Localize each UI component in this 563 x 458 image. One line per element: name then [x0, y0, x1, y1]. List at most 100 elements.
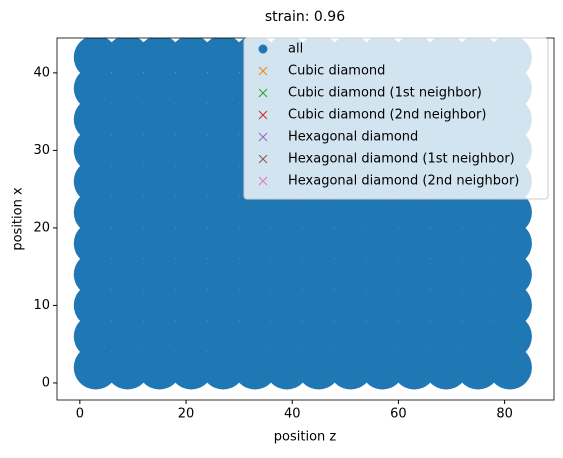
- legend-marker: [258, 176, 268, 186]
- y-tick-label: 20: [33, 220, 50, 235]
- point: [137, 283, 182, 328]
- point: [73, 97, 118, 142]
- x-tick-label: 0: [76, 407, 84, 422]
- legend-label: Hexagonal diamond (2nd neighbor): [288, 174, 519, 189]
- point: [264, 345, 309, 390]
- point: [296, 221, 341, 266]
- point: [296, 190, 341, 235]
- point: [105, 283, 150, 328]
- point: [201, 345, 246, 390]
- y-tick-label: 40: [33, 65, 50, 80]
- point: [137, 252, 182, 297]
- point: [73, 38, 118, 80]
- point: [137, 97, 182, 142]
- point: [360, 190, 405, 235]
- chart-title: strain: 0.96: [265, 9, 345, 25]
- point: [233, 283, 278, 328]
- point: [328, 283, 373, 328]
- point: [73, 221, 118, 266]
- point: [264, 314, 309, 359]
- legend-marker: [258, 88, 268, 98]
- point: [296, 283, 341, 328]
- point: [137, 345, 182, 390]
- point: [233, 221, 278, 266]
- point: [360, 345, 405, 390]
- point: [201, 97, 246, 142]
- point: [105, 97, 150, 142]
- point: [201, 38, 246, 80]
- point: [487, 345, 532, 390]
- point: [424, 221, 469, 266]
- point: [456, 314, 501, 359]
- point: [360, 252, 405, 297]
- legend-marker: [258, 66, 268, 76]
- point: [487, 190, 532, 235]
- point: [264, 283, 309, 328]
- point: [73, 159, 118, 204]
- point: [137, 38, 182, 80]
- point: [137, 66, 182, 111]
- point: [201, 283, 246, 328]
- point: [233, 314, 278, 359]
- point: [73, 66, 118, 111]
- x-tick-label: 80: [496, 407, 513, 422]
- point: [392, 190, 437, 235]
- point: [105, 190, 150, 235]
- point: [360, 221, 405, 266]
- point: [328, 345, 373, 390]
- point: [105, 38, 150, 80]
- y-tick-label: 10: [33, 298, 50, 313]
- point: [169, 221, 214, 266]
- point: [424, 314, 469, 359]
- legend-label: all: [288, 42, 303, 57]
- point: [73, 345, 118, 390]
- point: [328, 314, 373, 359]
- point: [73, 252, 118, 297]
- point: [201, 66, 246, 111]
- point: [392, 252, 437, 297]
- point: [456, 283, 501, 328]
- point: [328, 221, 373, 266]
- point: [424, 190, 469, 235]
- point: [105, 345, 150, 390]
- legend-marker: [258, 110, 268, 120]
- x-tick-label: 40: [284, 407, 301, 422]
- y-tick-label: 0: [42, 375, 50, 390]
- y-tick-label: 30: [33, 143, 50, 158]
- point: [169, 97, 214, 142]
- point: [105, 252, 150, 297]
- point: [137, 128, 182, 173]
- legend-label: Hexagonal diamond (1st neighbor): [288, 152, 515, 167]
- legend-marker: [258, 44, 268, 54]
- point: [392, 345, 437, 390]
- point: [392, 314, 437, 359]
- point: [456, 221, 501, 266]
- point: [233, 190, 278, 235]
- point: [169, 345, 214, 390]
- point: [105, 159, 150, 204]
- point: [487, 314, 532, 359]
- point: [456, 252, 501, 297]
- point: [487, 252, 532, 297]
- point: [233, 345, 278, 390]
- point: [392, 283, 437, 328]
- y-axis-label: position x: [11, 187, 26, 251]
- x-axis-label: position z: [274, 430, 337, 445]
- point: [105, 66, 150, 111]
- point: [392, 221, 437, 266]
- point: [137, 221, 182, 266]
- point: [105, 314, 150, 359]
- point: [201, 159, 246, 204]
- point: [169, 314, 214, 359]
- point: [105, 221, 150, 266]
- point: [169, 38, 214, 80]
- legend-label: Cubic diamond (2nd neighbor): [288, 108, 486, 123]
- point: [456, 345, 501, 390]
- point: [169, 283, 214, 328]
- point: [264, 221, 309, 266]
- point: [328, 190, 373, 235]
- legend-label: Hexagonal diamond: [288, 130, 418, 145]
- x-tick-label: 60: [390, 407, 407, 422]
- point: [296, 345, 341, 390]
